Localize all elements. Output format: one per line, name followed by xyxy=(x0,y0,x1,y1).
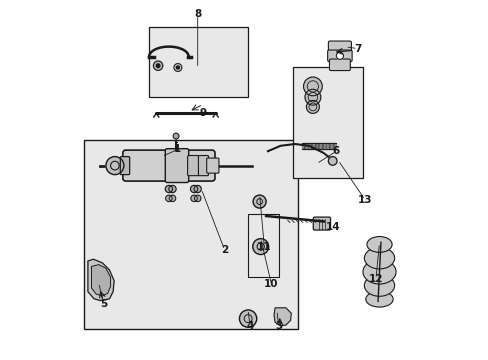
Text: 4: 4 xyxy=(246,321,253,331)
Text: 1: 1 xyxy=(174,144,181,154)
Ellipse shape xyxy=(364,247,394,269)
Bar xyxy=(149,27,247,97)
Text: 9: 9 xyxy=(199,108,206,118)
Bar xyxy=(84,140,298,329)
Circle shape xyxy=(165,195,172,202)
Circle shape xyxy=(194,195,201,202)
FancyBboxPatch shape xyxy=(206,158,219,173)
Text: 10: 10 xyxy=(264,279,278,289)
Text: 3: 3 xyxy=(275,321,282,331)
FancyBboxPatch shape xyxy=(120,157,129,175)
Circle shape xyxy=(306,100,319,113)
Circle shape xyxy=(168,185,176,193)
Circle shape xyxy=(165,185,172,193)
Circle shape xyxy=(303,77,322,96)
Polygon shape xyxy=(273,308,291,326)
Text: 13: 13 xyxy=(357,195,371,205)
Circle shape xyxy=(106,157,123,175)
Text: 11: 11 xyxy=(257,242,271,252)
Text: 5: 5 xyxy=(100,299,107,309)
Circle shape xyxy=(239,310,256,327)
Text: 7: 7 xyxy=(353,44,361,54)
FancyBboxPatch shape xyxy=(198,156,208,176)
FancyBboxPatch shape xyxy=(313,217,330,230)
Circle shape xyxy=(305,89,320,105)
Text: 2: 2 xyxy=(221,245,228,255)
Circle shape xyxy=(190,185,197,193)
Text: 8: 8 xyxy=(194,9,201,19)
Ellipse shape xyxy=(362,260,395,284)
Circle shape xyxy=(328,157,336,165)
Circle shape xyxy=(252,239,268,255)
FancyBboxPatch shape xyxy=(327,50,351,62)
Circle shape xyxy=(253,195,265,208)
Circle shape xyxy=(173,133,179,139)
Ellipse shape xyxy=(364,275,394,296)
Text: 6: 6 xyxy=(332,146,339,156)
Bar xyxy=(247,214,278,277)
Circle shape xyxy=(336,52,343,59)
Text: 14: 14 xyxy=(325,222,339,232)
Circle shape xyxy=(174,63,182,72)
Circle shape xyxy=(156,64,160,68)
FancyBboxPatch shape xyxy=(165,149,188,183)
Ellipse shape xyxy=(366,237,391,252)
FancyBboxPatch shape xyxy=(187,156,199,176)
Polygon shape xyxy=(91,265,110,296)
Circle shape xyxy=(153,61,163,71)
Text: 12: 12 xyxy=(368,274,383,284)
FancyBboxPatch shape xyxy=(122,150,215,181)
Bar xyxy=(292,67,363,178)
FancyBboxPatch shape xyxy=(328,41,351,53)
Circle shape xyxy=(169,195,175,202)
Ellipse shape xyxy=(365,291,392,307)
Circle shape xyxy=(176,66,179,69)
Polygon shape xyxy=(88,259,114,301)
FancyBboxPatch shape xyxy=(329,59,349,71)
Circle shape xyxy=(194,185,201,193)
Circle shape xyxy=(190,195,197,202)
